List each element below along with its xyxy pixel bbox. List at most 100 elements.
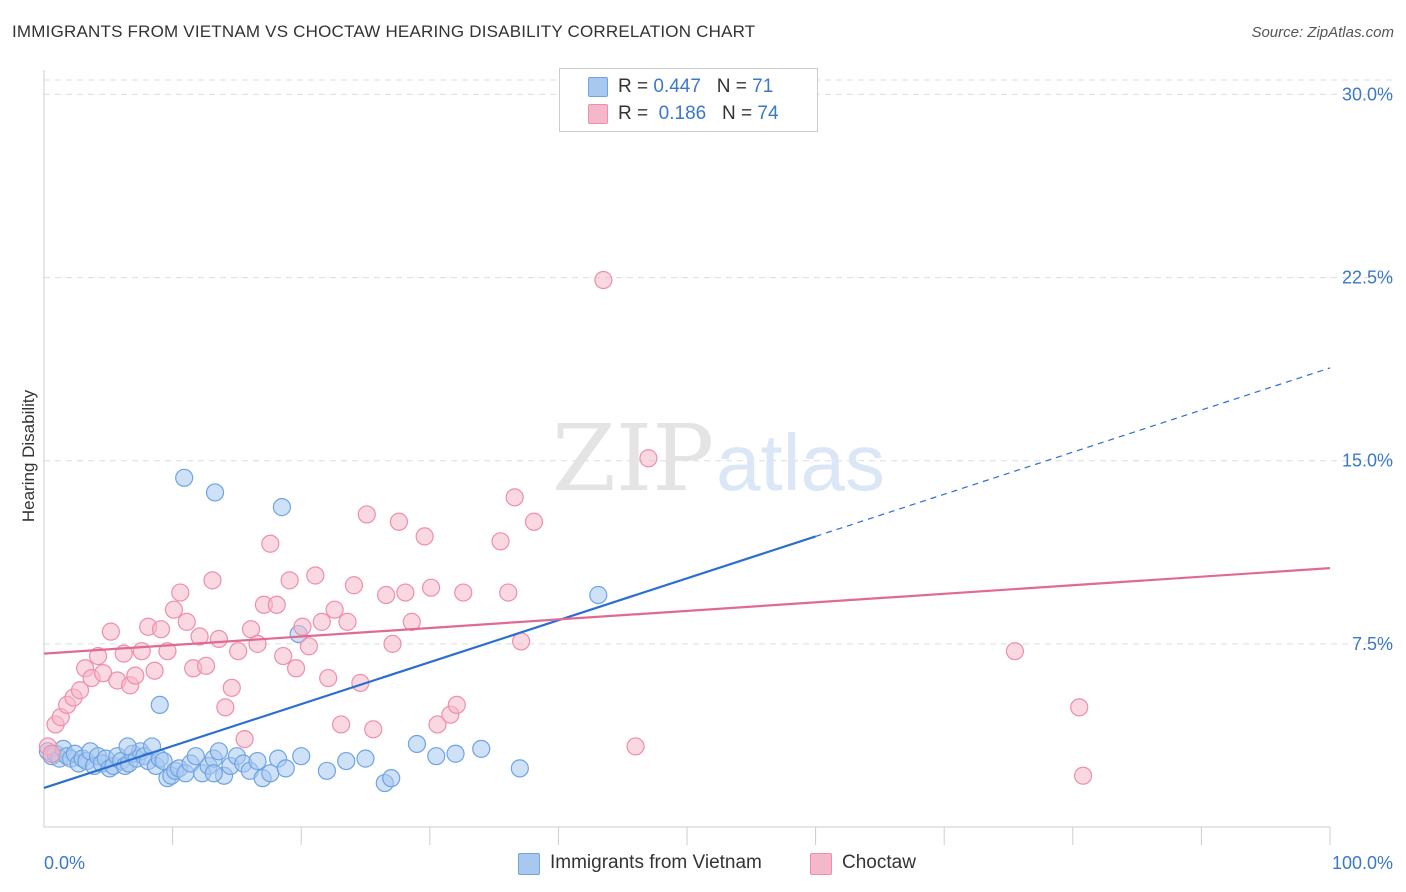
data-point xyxy=(42,744,61,763)
bottom-legend-swatch-vietnam xyxy=(518,853,540,875)
data-point xyxy=(312,612,331,631)
y-tick-label: 22.5% xyxy=(1342,268,1393,288)
legend-n-label: N = xyxy=(722,103,758,124)
data-point xyxy=(505,488,524,507)
data-point xyxy=(158,642,177,661)
data-point xyxy=(175,468,194,487)
bottom-legend-label-choctaw: Choctaw xyxy=(842,852,916,873)
data-point xyxy=(446,744,465,763)
data-point xyxy=(177,612,196,631)
data-point xyxy=(94,664,113,683)
legend-swatch-choctaw xyxy=(588,104,608,124)
data-point xyxy=(421,578,441,597)
bottom-legend-label-vietnam: Immigrants from Vietnam xyxy=(550,852,762,873)
data-point xyxy=(337,751,356,771)
data-point xyxy=(101,622,120,641)
data-point xyxy=(293,617,312,636)
data-point xyxy=(389,512,409,531)
data-point xyxy=(171,583,190,602)
data-point xyxy=(427,747,446,766)
data-points xyxy=(38,270,1093,793)
data-point xyxy=(209,742,228,761)
legend-r-label: R = xyxy=(618,76,654,97)
bottom-legend-swatch-choctaw xyxy=(810,853,832,875)
data-point xyxy=(299,637,319,656)
data-point xyxy=(70,681,90,700)
legend-n-value: 71 xyxy=(752,76,774,97)
y-tick-label: 7.5% xyxy=(1352,634,1393,654)
data-point xyxy=(639,449,658,468)
trend-line-vietnam-extension xyxy=(815,367,1331,537)
chart-source: Source: ZipAtlas.com xyxy=(1251,24,1394,41)
data-point xyxy=(319,668,338,688)
data-point xyxy=(145,661,164,680)
data-point xyxy=(447,695,466,715)
data-point xyxy=(402,612,421,631)
data-point xyxy=(190,627,209,646)
data-point xyxy=(88,646,108,666)
trend-line-vietnam xyxy=(43,535,816,789)
data-point xyxy=(235,729,254,749)
legend-n-value: 74 xyxy=(757,103,779,124)
tick-labels: 7.5% 15.0% 22.5% 30.0% 0.0% 100.0% xyxy=(44,84,1393,873)
watermark: ZIP atlas xyxy=(552,405,885,512)
data-point xyxy=(382,769,401,788)
data-point xyxy=(272,498,292,517)
data-point xyxy=(626,737,645,756)
data-point xyxy=(209,629,228,649)
data-point xyxy=(276,759,295,778)
data-point xyxy=(383,634,402,653)
data-point xyxy=(248,634,267,653)
x-tick-label: 100.0% xyxy=(1332,853,1393,873)
data-point xyxy=(396,583,415,602)
legend-n-label: N = xyxy=(716,76,753,97)
data-point xyxy=(229,642,248,661)
gridlines xyxy=(44,79,1394,645)
axes xyxy=(43,70,1331,845)
data-point xyxy=(357,505,376,524)
data-point xyxy=(499,583,518,602)
data-point xyxy=(132,642,151,661)
legend-r-label: R = xyxy=(618,103,654,124)
series-choctaw-points xyxy=(38,270,1093,785)
data-point xyxy=(216,698,235,717)
trend-lines xyxy=(43,367,1331,789)
data-point xyxy=(317,761,337,780)
legend-r-value: 0.186 xyxy=(658,103,707,124)
data-point xyxy=(118,737,137,756)
data-point xyxy=(248,751,267,771)
data-point xyxy=(1070,698,1089,717)
data-point xyxy=(491,532,510,551)
data-point xyxy=(472,739,491,758)
data-point xyxy=(376,585,396,605)
data-point xyxy=(454,583,473,602)
data-point xyxy=(186,747,205,766)
data-point xyxy=(196,656,216,675)
y-tick-label: 15.0% xyxy=(1342,451,1393,471)
series-vietnam-points xyxy=(38,468,608,793)
y-tick-label: 30.0% xyxy=(1342,84,1393,104)
data-point xyxy=(151,620,171,639)
data-point xyxy=(415,527,434,546)
legend-r-value: 0.447 xyxy=(653,76,701,97)
stats-legend: R = 0.447 N = 71 R = 0.186 N = 74 xyxy=(559,68,818,132)
legend-swatch-vietnam xyxy=(588,77,608,97)
data-point xyxy=(222,678,241,697)
data-point xyxy=(510,759,529,778)
data-point xyxy=(126,666,145,685)
data-point xyxy=(344,576,364,595)
data-point xyxy=(286,659,306,678)
data-point xyxy=(267,595,286,614)
chart-title: IMMIGRANTS FROM VIETNAM VS CHOCTAW HEARI… xyxy=(12,22,756,41)
data-point xyxy=(280,571,299,590)
watermark-zip: ZIP xyxy=(552,405,714,512)
data-point xyxy=(594,270,613,290)
data-point xyxy=(356,749,375,768)
data-point xyxy=(150,695,169,715)
data-point xyxy=(589,585,608,605)
trend-line-choctaw xyxy=(43,567,1331,655)
watermark-atlas: atlas xyxy=(716,418,885,507)
data-point xyxy=(205,483,225,502)
data-point xyxy=(1073,766,1093,785)
data-point xyxy=(364,720,383,739)
